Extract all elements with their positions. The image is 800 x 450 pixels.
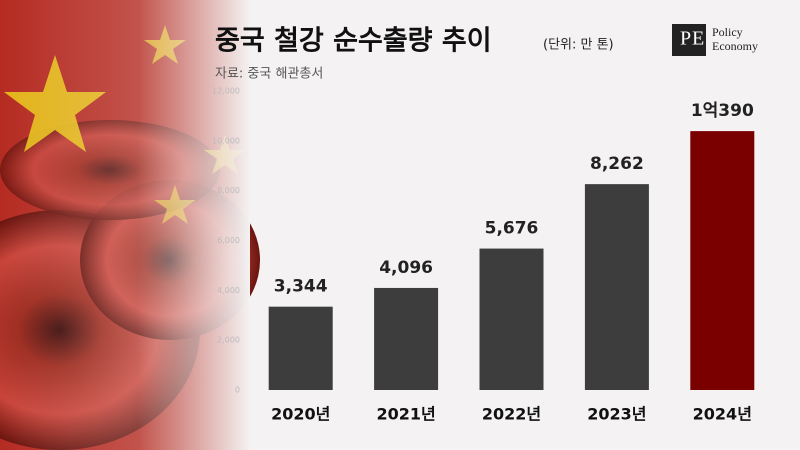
y-tick-label: 6,000 (217, 236, 240, 245)
logo-text: Economy (712, 39, 758, 53)
x-tick-label: 2022년 (482, 405, 541, 424)
value-label: 3,344 (274, 277, 328, 297)
y-tick-label: 4,000 (217, 286, 240, 295)
logo-mark: E (692, 28, 704, 50)
y-tick-label: 8,000 (217, 186, 240, 195)
chart-title: 중국 철강 순수출량 추이 (215, 26, 492, 57)
source: 자료: 중국 해관총서 (215, 67, 323, 82)
x-tick-label: 2023년 (587, 405, 646, 424)
logo-text: Policy (712, 25, 743, 39)
y-tick-label: 2,000 (217, 336, 240, 345)
value-label: 5,676 (485, 219, 539, 239)
chart-subtitle: (단위: 만 톤) (543, 38, 614, 53)
value-label: 8,262 (590, 154, 644, 174)
background-image (0, 0, 260, 450)
value-label: 1억390 (691, 101, 754, 121)
x-tick-label: 2020년 (271, 405, 330, 424)
y-tick-label: 12,000 (212, 87, 240, 96)
x-tick-label: 2021년 (376, 405, 435, 424)
x-tick-label: 2024년 (693, 405, 752, 424)
logo-mark: P (680, 28, 691, 50)
bar (479, 248, 544, 390)
bar (584, 184, 649, 390)
logo: P E Policy Economy (672, 24, 758, 56)
bar (374, 287, 439, 390)
y-tick-label: 0 (235, 386, 240, 395)
bar (268, 306, 333, 390)
y-tick-label: 10,000 (212, 136, 240, 145)
bar (690, 131, 755, 390)
value-label: 4,096 (379, 258, 433, 278)
logo-box (672, 24, 706, 56)
